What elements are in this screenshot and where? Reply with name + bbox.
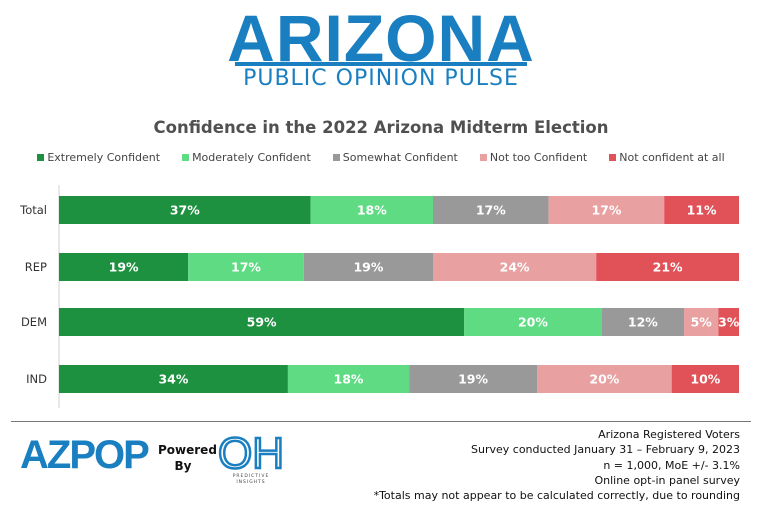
brand-divider	[235, 62, 527, 66]
legend-item: Somewhat Confident	[332, 151, 458, 164]
survey-notes: Arizona Registered Voters Survey conduct…	[374, 427, 740, 503]
bar-segment	[464, 308, 602, 336]
data-label: 20%	[518, 315, 548, 330]
data-label: 34%	[158, 372, 188, 387]
bar-segment	[718, 308, 739, 336]
bar-segment	[59, 196, 311, 224]
legend-swatch	[182, 154, 190, 161]
data-label: 19%	[109, 260, 139, 275]
data-label: 17%	[231, 260, 261, 275]
stacked-bar-chart: Total 37% 18% 17% 17% 11% REP 19% 17% 19% 24% 21% DE…	[19, 185, 740, 408]
brand-subtitle: PUBLIC OPINION PULSE	[243, 66, 519, 91]
bar-segment	[537, 365, 672, 393]
legend-label: Not too Confident	[489, 151, 588, 164]
powered-by: Powered By	[158, 442, 217, 474]
powered-by-line-2: By	[174, 459, 192, 473]
bar-segment	[409, 365, 538, 393]
data-label: 5%	[691, 315, 713, 330]
bar-segment	[433, 253, 597, 281]
legend-swatch	[37, 154, 45, 161]
legend-item: Not too Confident	[479, 151, 588, 164]
data-label: 20%	[589, 372, 619, 387]
data-label: 37%	[170, 203, 200, 218]
data-label: 59%	[247, 315, 277, 330]
legend-label: Somewhat Confident	[342, 151, 458, 164]
bar-segment	[188, 253, 304, 281]
bar-segment	[59, 308, 465, 336]
note-line: Online opt-in panel survey	[594, 473, 740, 487]
bar-segment	[310, 196, 433, 224]
data-label: 18%	[357, 203, 387, 218]
note-line: n = 1,000, MoE +/- 3.1%	[603, 458, 740, 472]
legend-label: Extremely Confident	[47, 151, 161, 164]
category-label: REP	[25, 260, 47, 274]
data-label: 17%	[591, 203, 621, 218]
oh-logo-text: OH	[218, 429, 284, 474]
note-line: Arizona Registered Voters	[598, 428, 740, 441]
chart-legend: Extremely Confident Moderately Confident S…	[0, 151, 762, 164]
powered-by-line-1: Powered	[158, 443, 217, 457]
bar-segment	[596, 253, 739, 281]
data-label: 17%	[476, 203, 506, 218]
predictive-insights-tagline: PREDICTIVE INSIGHTS	[232, 474, 270, 485]
data-label: 10%	[690, 372, 720, 387]
bar-segment	[671, 365, 739, 393]
data-label: 24%	[500, 260, 530, 275]
bar-segment	[684, 308, 719, 336]
data-label: 19%	[458, 372, 488, 387]
category-label: DEM	[21, 315, 47, 329]
data-label: 3%	[718, 315, 740, 330]
bar-segment	[287, 365, 410, 393]
note-line: *Totals may not appear to be calculated …	[373, 489, 740, 503]
bar-segment	[59, 365, 288, 393]
legend-item: Not confident at all	[609, 151, 725, 164]
bar-segment	[59, 253, 189, 281]
bar-segment	[433, 196, 549, 224]
legend-swatch	[479, 154, 487, 161]
legend-swatch	[332, 154, 340, 161]
category-label: Total	[19, 203, 47, 217]
data-label: 12%	[628, 315, 658, 330]
note-line: Survey conducted January 31 – February 9…	[471, 443, 740, 457]
data-label: 11%	[687, 203, 717, 218]
chart-title: Confidence in the 2022 Arizona Midterm E…	[153, 118, 609, 137]
footer-divider	[11, 421, 751, 422]
bar-segment	[664, 196, 739, 224]
azpop-logo-text: AZPOP	[20, 434, 149, 474]
data-label: 18%	[334, 372, 364, 387]
category-label: IND	[26, 372, 47, 386]
data-label: 21%	[653, 260, 683, 275]
legend-label: Not confident at all	[619, 151, 725, 164]
azpop-logo: AZPOP	[20, 434, 151, 474]
bar-segment	[601, 308, 685, 336]
legend-swatch	[609, 154, 617, 161]
bar-segment	[548, 196, 665, 224]
predictive-insights-logo: OH	[218, 428, 284, 474]
data-label: 19%	[353, 260, 383, 275]
legend-item: Extremely Confident	[37, 151, 160, 164]
bar-segment	[303, 253, 433, 281]
legend-item: Moderately Confident	[182, 151, 311, 164]
legend-label: Moderately Confident	[192, 151, 311, 164]
